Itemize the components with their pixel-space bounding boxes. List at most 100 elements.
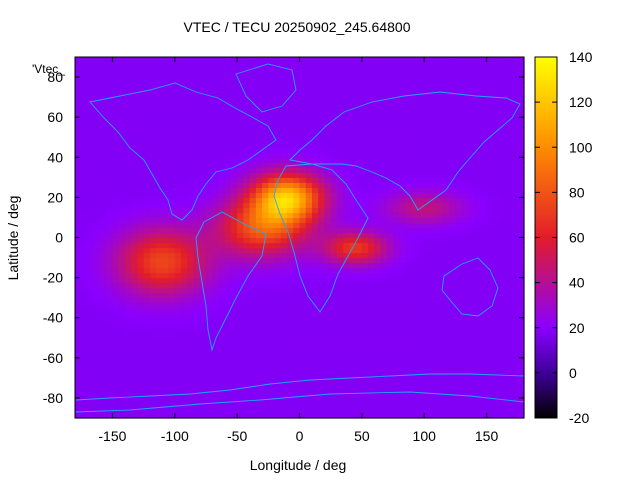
heatmap-cell	[193, 137, 201, 143]
heatmap-cell	[212, 182, 220, 188]
heatmap-cell	[399, 377, 407, 384]
heatmap-cell	[343, 112, 350, 118]
heatmap-cell	[268, 342, 276, 349]
heatmap-cell	[311, 357, 319, 364]
heatmap-cell	[480, 212, 488, 219]
heatmap-cell	[237, 342, 244, 349]
heatmap-cell	[299, 347, 307, 354]
heatmap-cell	[249, 227, 257, 234]
heatmap-cell	[274, 222, 282, 229]
heatmap-cell	[461, 72, 469, 78]
heatmap-cell	[193, 72, 201, 78]
heatmap-cell	[499, 92, 506, 98]
heatmap-cell	[311, 297, 319, 304]
heatmap-cell	[380, 77, 388, 83]
heatmap-cell	[436, 227, 444, 234]
heatmap-cell	[168, 72, 176, 78]
heatmap-cell	[399, 132, 407, 138]
heatmap-cell	[187, 232, 195, 239]
heatmap-cell	[436, 152, 444, 158]
heatmap-cell	[162, 382, 170, 389]
heatmap-cell	[430, 217, 438, 224]
heatmap-cell	[224, 107, 232, 113]
heatmap-cell	[249, 122, 257, 128]
heatmap-cell	[330, 227, 338, 234]
heatmap-cell	[268, 322, 276, 329]
heatmap-cell	[218, 377, 226, 384]
heatmap-cell	[374, 387, 382, 394]
heatmap-cell	[212, 187, 220, 193]
heatmap-cell	[81, 367, 89, 374]
heatmap-cell	[405, 322, 413, 329]
heatmap-cell	[299, 407, 307, 414]
heatmap-cell	[262, 162, 269, 168]
heatmap-cell	[499, 122, 506, 128]
heatmap-cell	[181, 197, 188, 203]
heatmap-cell	[230, 267, 238, 274]
heatmap-cell	[361, 342, 369, 349]
heatmap-cell	[374, 122, 382, 128]
heatmap-cell	[168, 152, 176, 158]
heatmap-cell	[218, 337, 226, 344]
heatmap-cell	[318, 107, 326, 113]
heatmap-cell	[417, 277, 425, 284]
heatmap-cell	[99, 97, 107, 103]
heatmap-cell	[318, 297, 326, 304]
heatmap-cell	[274, 277, 282, 284]
heatmap-cell	[393, 287, 400, 294]
heatmap-cell	[436, 377, 444, 384]
heatmap-cell	[174, 292, 182, 299]
heatmap-cell	[449, 407, 457, 414]
heatmap-cell	[449, 382, 457, 389]
heatmap-cell	[255, 232, 263, 239]
heatmap-cell	[336, 72, 344, 78]
heatmap-cell	[193, 172, 201, 178]
heatmap-cell	[168, 132, 176, 138]
heatmap-cell	[311, 317, 319, 324]
heatmap-cell	[174, 92, 182, 98]
heatmap-cell	[374, 322, 382, 329]
heatmap-cell	[380, 177, 388, 183]
heatmap-cell	[262, 212, 269, 219]
heatmap-cell	[124, 412, 132, 419]
heatmap-cell	[131, 147, 138, 153]
heatmap-cell	[430, 192, 438, 198]
heatmap-cell	[162, 142, 170, 148]
heatmap-cell	[368, 107, 375, 113]
heatmap-cell	[112, 262, 120, 269]
heatmap-cell	[230, 137, 238, 143]
heatmap-cell	[380, 182, 388, 188]
heatmap-cell	[99, 167, 107, 173]
heatmap-cell	[355, 237, 363, 244]
heatmap-cell	[118, 412, 126, 419]
heatmap-cell	[499, 222, 506, 229]
heatmap-cell	[368, 317, 375, 324]
heatmap-cell	[156, 177, 163, 183]
heatmap-cell	[311, 117, 319, 123]
heatmap-cell	[492, 77, 500, 83]
heatmap-cell	[368, 72, 375, 78]
heatmap-cell	[305, 262, 313, 269]
heatmap-cell	[417, 142, 425, 148]
heatmap-cell	[442, 112, 450, 118]
heatmap-cell	[368, 237, 375, 244]
heatmap-cell	[311, 217, 319, 224]
heatmap-cell	[430, 332, 438, 339]
heatmap-cell	[174, 412, 182, 419]
heatmap-cell	[268, 107, 276, 113]
heatmap-cell	[368, 147, 375, 153]
heatmap-cell	[480, 327, 488, 334]
heatmap-cell	[237, 247, 244, 254]
heatmap-cell	[156, 207, 163, 214]
heatmap-cell	[411, 172, 419, 178]
heatmap-cell	[75, 142, 82, 148]
heatmap-cell	[343, 172, 350, 178]
heatmap-cell	[218, 217, 226, 224]
heatmap-cell	[212, 122, 220, 128]
heatmap-cell	[361, 162, 369, 168]
heatmap-cell	[343, 142, 350, 148]
heatmap-cell	[230, 292, 238, 299]
heatmap-cell	[218, 212, 226, 219]
heatmap-cell	[168, 377, 176, 384]
heatmap-cell	[361, 147, 369, 153]
